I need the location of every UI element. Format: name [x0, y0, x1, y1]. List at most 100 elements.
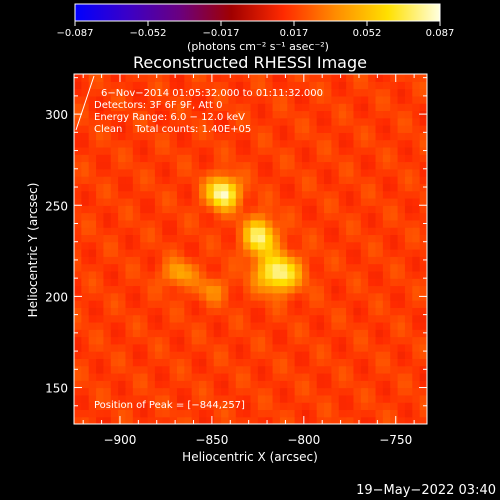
heatmap-cell [294, 117, 303, 126]
heatmap-cell [404, 300, 413, 308]
heatmap-cell [338, 139, 347, 148]
heatmap-cell [169, 81, 178, 90]
heatmap-cell [103, 74, 112, 82]
heatmap-cell [382, 227, 391, 236]
heatmap-cell [360, 125, 369, 133]
heatmap-cell [309, 372, 318, 381]
heatmap-cell [81, 241, 90, 250]
heatmap-cell [132, 197, 141, 206]
heatmap-cell [206, 351, 215, 359]
heatmap-cell [294, 88, 303, 97]
heatmap-cell [353, 234, 362, 243]
heatmap-cell [368, 380, 377, 389]
heatmap-cell [140, 212, 149, 221]
heatmap-cell [265, 300, 274, 308]
heatmap-cell [88, 263, 97, 272]
heatmap-cell [287, 292, 296, 301]
heatmap-cell [419, 314, 427, 323]
heatmap-cell [243, 95, 252, 104]
heatmap-cell [390, 234, 399, 243]
heatmap-cell [228, 416, 237, 424]
heatmap-cell [154, 372, 163, 381]
heatmap-cell [397, 394, 406, 403]
heatmap-cell [412, 219, 421, 228]
heatmap-cell [147, 161, 156, 170]
heatmap-cell [257, 394, 266, 403]
heatmap-cell [243, 270, 252, 279]
heatmap-cell [397, 205, 406, 214]
heatmap-cell [316, 307, 325, 316]
heatmap-cell [199, 307, 207, 316]
heatmap-cell [301, 365, 310, 374]
heatmap-cell [81, 227, 90, 236]
heatmap-cell [419, 205, 427, 214]
heatmap-cell [353, 110, 362, 119]
heatmap-cell [353, 146, 362, 155]
heatmap-cell [132, 292, 141, 301]
heatmap-cell [360, 132, 369, 141]
heatmap-cell [331, 343, 340, 352]
heatmap-cell [74, 314, 82, 323]
heatmap-cell [279, 234, 288, 243]
heatmap-cell [176, 314, 185, 323]
heatmap-cell [147, 336, 156, 345]
heatmap-cell [132, 416, 141, 424]
heatmap-cell [316, 227, 325, 236]
heatmap-cell [118, 103, 127, 112]
heatmap-cell [213, 387, 222, 396]
heatmap-cell [88, 212, 97, 221]
heatmap-cell [96, 154, 105, 163]
heatmap-cell [125, 212, 134, 221]
heatmap-cell [309, 212, 318, 221]
heatmap-cell [235, 197, 244, 206]
heatmap-cell [96, 278, 105, 287]
heatmap-cell [162, 416, 171, 424]
heatmap-cell [235, 292, 244, 301]
heatmap-cell [316, 241, 325, 250]
heatmap-cell [390, 146, 399, 155]
heatmap-cell [169, 227, 178, 236]
heatmap-cell [125, 358, 134, 367]
heatmap-cell [103, 146, 112, 155]
heatmap-cell [375, 74, 384, 82]
heatmap-cell [368, 183, 377, 192]
heatmap-cell [272, 74, 281, 82]
heatmap-cell [125, 380, 134, 389]
heatmap-cell [316, 380, 325, 389]
heatmap-cell [206, 219, 215, 228]
heatmap-cell [250, 358, 259, 367]
heatmap-cell [360, 292, 369, 301]
heatmap-cell [88, 161, 97, 170]
heatmap-cell [309, 387, 318, 396]
heatmap-cell [118, 154, 127, 163]
heatmap-cell [390, 139, 399, 148]
heatmap-cell [250, 285, 259, 294]
heatmap-cell [110, 343, 119, 352]
heatmap-cell [272, 88, 281, 97]
heatmap-cell [184, 358, 193, 367]
heatmap-cell [206, 117, 215, 126]
heatmap-cell [287, 132, 296, 141]
heatmap-cell [169, 285, 178, 294]
heatmap-cell [243, 300, 252, 308]
heatmap-cell [206, 416, 215, 424]
heatmap-cell [184, 278, 193, 287]
heatmap-cell [250, 394, 259, 403]
heatmap-cell [176, 256, 185, 265]
heatmap-cell [213, 402, 222, 411]
heatmap-cell [353, 387, 362, 396]
heatmap-cell [199, 329, 207, 338]
heatmap-cell [309, 176, 318, 184]
heatmap-cell [368, 219, 377, 228]
info-line: Energy Range: 6.0 − 12.0 keV [94, 112, 245, 123]
heatmap-cell [132, 394, 141, 403]
heatmap-cell [353, 278, 362, 287]
heatmap-cell [81, 132, 90, 141]
heatmap-cell [118, 409, 127, 418]
heatmap-cell [221, 343, 230, 352]
heatmap-cell [324, 139, 332, 148]
heatmap-cell [324, 300, 332, 308]
heatmap-cell [250, 190, 259, 199]
heatmap-cell [419, 234, 427, 243]
heatmap-cell [419, 241, 427, 250]
